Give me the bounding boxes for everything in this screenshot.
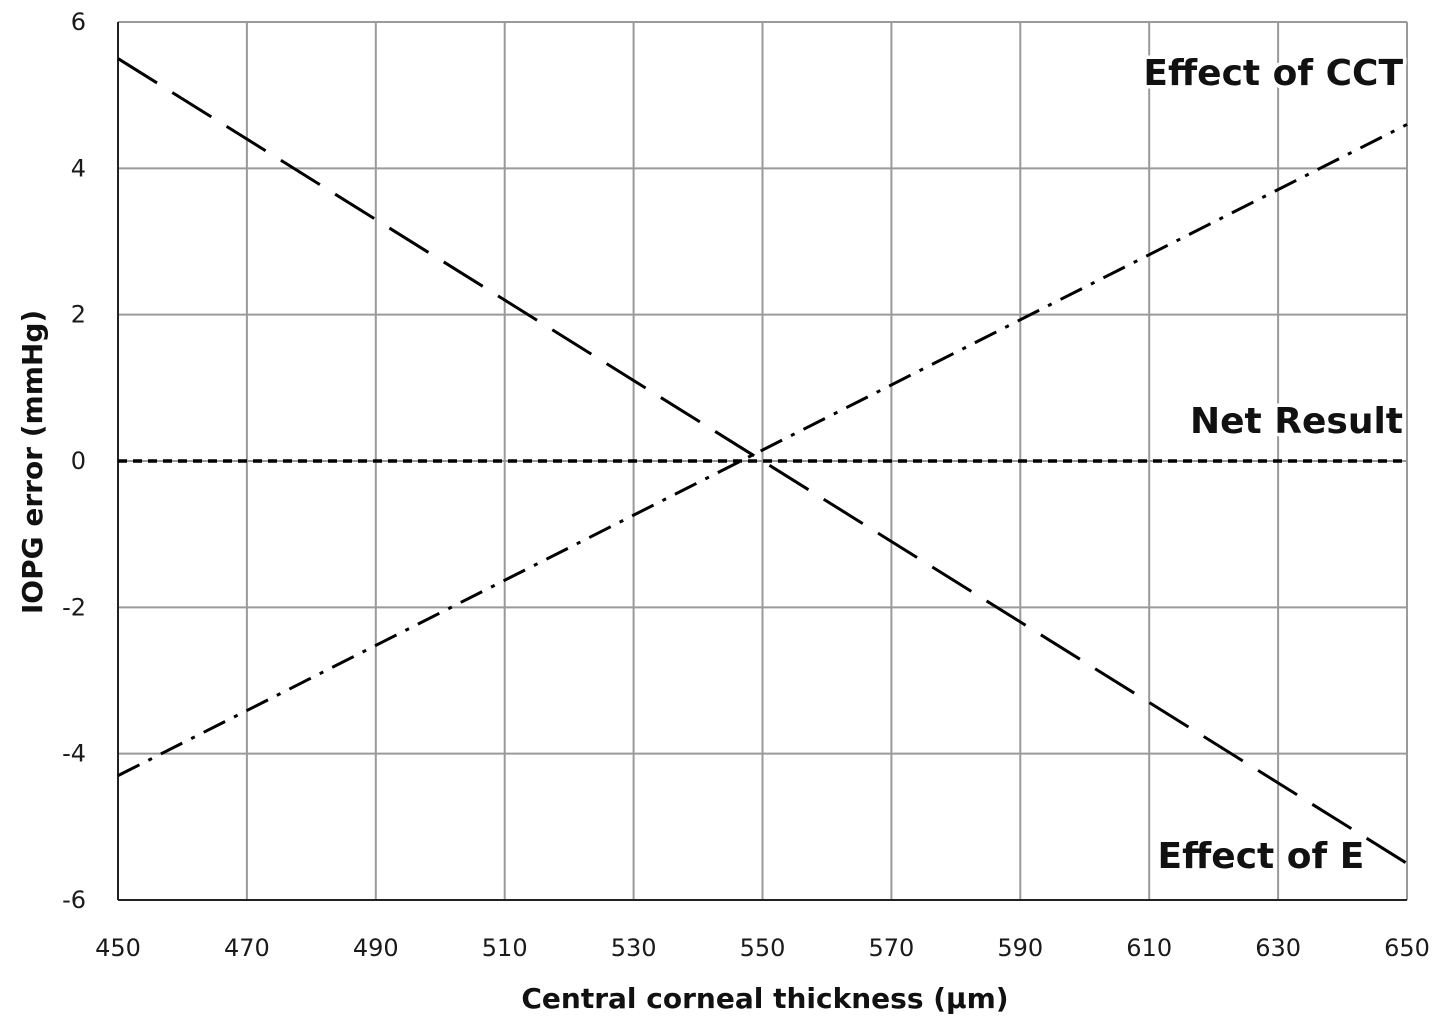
annotations: Effect of CCT Net Result Effect of E [1140, 50, 1407, 881]
x-tick-label: 610 [1126, 934, 1172, 962]
y-tick-label: 2 [71, 301, 86, 329]
x-tick-label: 450 [95, 934, 141, 962]
y-tick-label: -6 [62, 886, 86, 914]
x-tick-label: 490 [353, 934, 399, 962]
annotation-label: Effect of CCT [1143, 53, 1403, 94]
x-tick-label: 590 [997, 934, 1043, 962]
annotation-label: Effect of E [1158, 836, 1365, 877]
x-tick-label: 650 [1384, 934, 1430, 962]
y-tick-label: -4 [62, 740, 86, 768]
tick-labels: 450 470 490 510 530 550 570 590 610 630 650 6 4 2 0 -2 -… [62, 8, 1430, 962]
series-lines [117, 57, 1408, 865]
y-axis-title: IOPG error (mmHg) [16, 310, 49, 614]
y-tick-label: 6 [71, 8, 86, 36]
series-line-dash-dot [117, 123, 1408, 777]
annotation-label: Net Result [1190, 401, 1403, 442]
x-tick-label: 530 [611, 934, 657, 962]
y-tick-label: 0 [71, 447, 86, 475]
x-tick-label: 470 [224, 934, 270, 962]
x-tick-label: 550 [740, 934, 786, 962]
x-tick-label: 630 [1255, 934, 1301, 962]
x-tick-label: 570 [868, 934, 914, 962]
x-axis-title: Central corneal thickness (μm) [521, 982, 1008, 1015]
y-tick-label: 4 [71, 154, 86, 182]
y-tick-label: -2 [62, 593, 86, 621]
x-tick-label: 510 [482, 934, 528, 962]
